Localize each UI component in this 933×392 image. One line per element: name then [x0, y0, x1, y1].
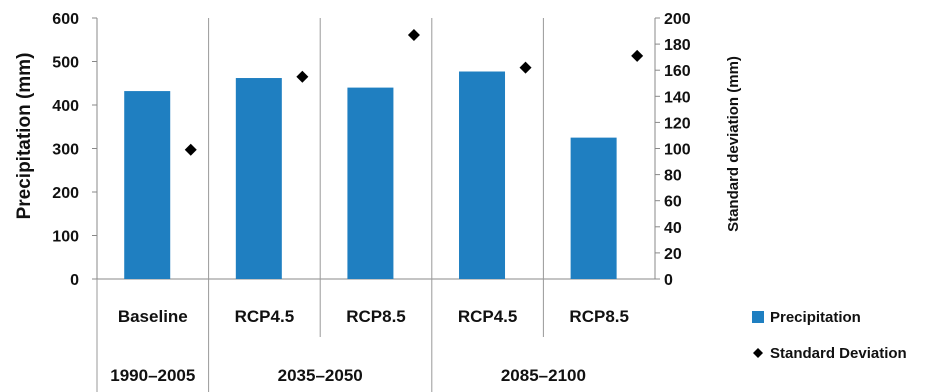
right-tick-label: 0	[664, 272, 673, 289]
sd-marker	[407, 28, 420, 41]
category-label: RCP8.5	[346, 307, 406, 326]
left-tick-label: 100	[52, 229, 79, 246]
left-tick-label: 400	[52, 98, 79, 115]
precipitation-bar	[459, 71, 506, 279]
category-label: RCP4.5	[235, 307, 295, 326]
category-label: RCP8.5	[569, 307, 629, 326]
category-label: Baseline	[118, 307, 188, 326]
y-axis-title-left: Precipitation (mm)	[14, 53, 35, 220]
right-tick-label: 80	[664, 168, 682, 185]
category-labels: Baseline RCP4.5 RCP8.5 RCP4.5 RCP8.5	[118, 307, 629, 326]
sd-marker	[519, 61, 532, 74]
legend: Precipitation Standard Deviation	[752, 309, 907, 362]
right-tick-label: 100	[664, 142, 691, 159]
category-label: RCP4.5	[458, 307, 518, 326]
right-tick-label: 40	[664, 220, 682, 237]
period-group-label: 2085–2100	[501, 366, 586, 385]
precipitation-bar	[124, 91, 171, 279]
precipitation-bar	[235, 78, 282, 279]
right-tick-label: 200	[664, 11, 691, 28]
legend-label-precipitation: Precipitation	[770, 309, 861, 326]
left-tick-label: 200	[52, 185, 79, 202]
y-axis-title-right: Standard deviation (mm)	[725, 56, 742, 232]
bars	[124, 71, 617, 279]
right-tick-label: 180	[664, 37, 691, 54]
right-tick-label: 160	[664, 63, 691, 80]
right-tick-label: 60	[664, 194, 682, 211]
left-tick-labels: 0 100 200 300 400 500 600	[52, 11, 79, 289]
sd-marker	[631, 49, 644, 62]
right-tick-label: 20	[664, 246, 682, 263]
left-tick-label: 300	[52, 142, 79, 159]
legend-label-sd: Standard Deviation	[770, 345, 907, 362]
period-group-labels: 1990–2005 2035–2050 2085–2100	[110, 366, 586, 385]
period-group-label: 2035–2050	[278, 366, 363, 385]
sd-markers	[184, 28, 644, 156]
sd-marker	[296, 70, 309, 83]
category-separators	[96, 18, 544, 392]
right-tick-label: 120	[664, 115, 691, 132]
right-tick-label: 140	[664, 89, 691, 106]
left-tick-label: 0	[70, 272, 79, 289]
right-tick-labels: 0 20 40 60 80 100 120 140 160 180 200	[664, 11, 691, 289]
legend-swatch-precipitation	[752, 311, 764, 323]
precipitation-bar	[570, 137, 617, 279]
precipitation-bar	[347, 87, 394, 279]
left-tick-label: 500	[52, 55, 79, 72]
legend-marker-sd	[753, 348, 763, 358]
period-group-label: 1990–2005	[110, 366, 195, 385]
sd-marker	[184, 143, 197, 156]
left-tick-label: 600	[52, 11, 79, 28]
